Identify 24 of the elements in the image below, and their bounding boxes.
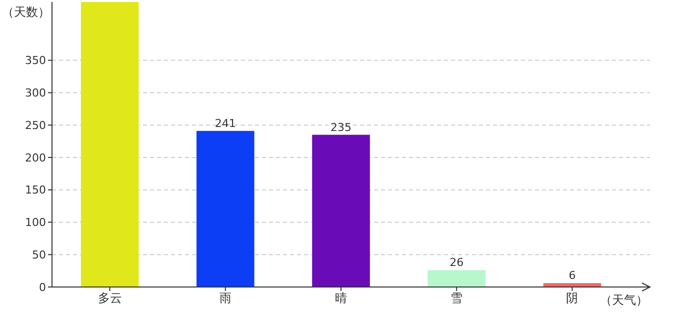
bar xyxy=(428,270,486,287)
x-tick-label: 雨 xyxy=(219,291,232,305)
data-label: 26 xyxy=(450,256,464,270)
bar xyxy=(312,134,370,287)
y-tick-label: 150 xyxy=(25,184,46,197)
x-tick-label: 晴 xyxy=(335,291,347,305)
y-axis-title: （天数） xyxy=(2,5,50,19)
x-tick-label: 阴 xyxy=(566,291,578,305)
y-tick-label: 250 xyxy=(25,118,46,132)
y-tick-label: 300 xyxy=(25,86,46,100)
data-label: 235 xyxy=(330,120,352,134)
y-tick-label: 0 xyxy=(39,280,46,294)
data-label: 241 xyxy=(214,116,236,130)
x-tick-label: 雪 xyxy=(450,291,463,305)
bar xyxy=(80,2,139,287)
y-tick-label: 50 xyxy=(32,248,46,262)
y-tick-label: 350 xyxy=(25,54,46,68)
bar xyxy=(543,283,602,287)
x-axis-title: （天气） xyxy=(600,293,648,307)
y-tick-label: 200 xyxy=(25,151,46,164)
bar xyxy=(196,130,254,287)
y-tick-label: 100 xyxy=(25,216,46,230)
x-tick-label: 多云 xyxy=(98,291,122,305)
data-label: 6 xyxy=(568,269,576,282)
